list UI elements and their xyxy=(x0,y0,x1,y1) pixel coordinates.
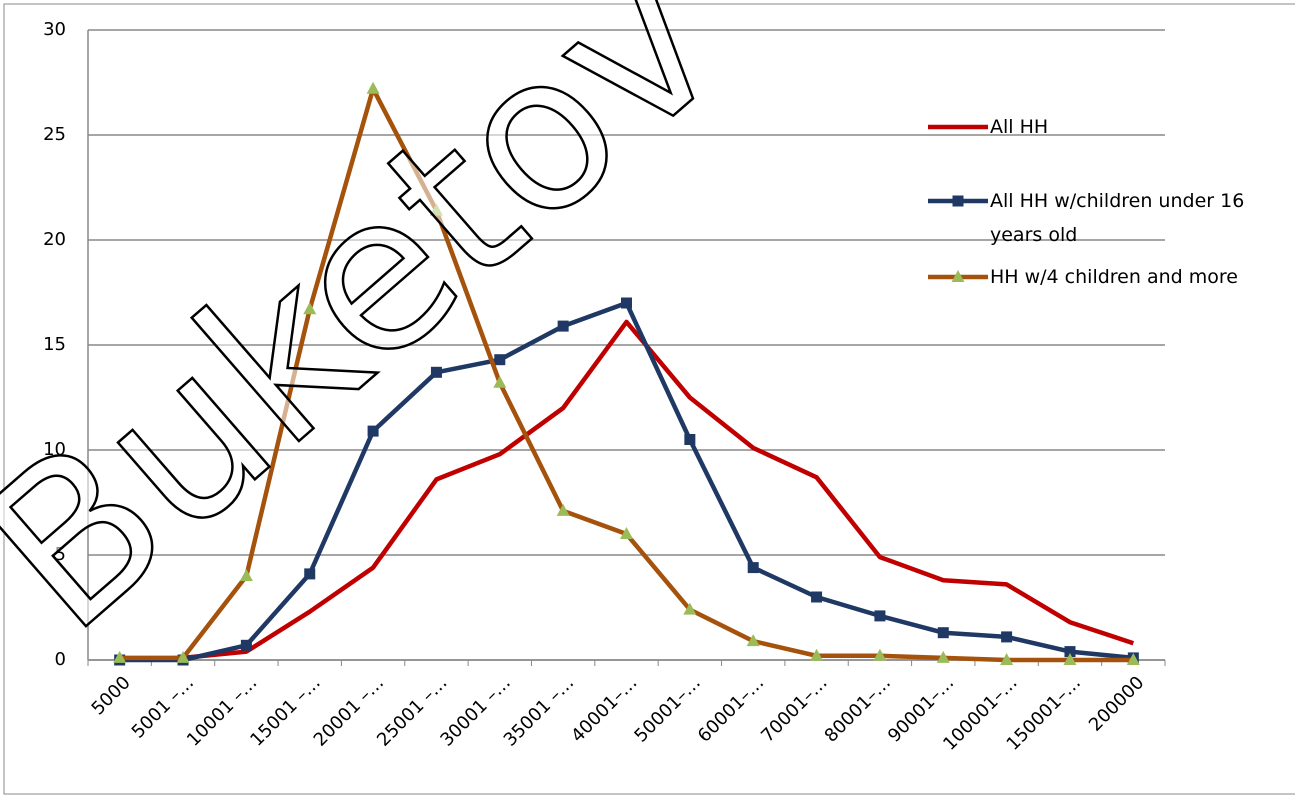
marker xyxy=(366,81,380,94)
marker xyxy=(1064,646,1076,658)
marker xyxy=(1000,653,1014,665)
marker xyxy=(811,591,823,603)
marker xyxy=(557,320,569,332)
marker xyxy=(556,503,570,516)
marker xyxy=(684,434,696,445)
marker xyxy=(493,375,507,388)
marker xyxy=(367,425,379,437)
y-tick-label: 0 xyxy=(55,649,66,670)
marker xyxy=(936,650,950,663)
legend-label: All HH xyxy=(990,116,1049,138)
series xyxy=(119,319,1135,663)
y-tick-label: 15 xyxy=(43,334,66,355)
marker xyxy=(746,634,760,647)
legend-marker xyxy=(951,270,965,282)
marker xyxy=(683,602,697,615)
marker xyxy=(1126,653,1140,665)
series xyxy=(114,297,1139,666)
marker xyxy=(873,648,887,661)
marker xyxy=(239,569,253,581)
marker xyxy=(176,650,190,663)
marker xyxy=(620,527,633,539)
marker xyxy=(494,354,506,366)
marker xyxy=(303,302,317,315)
marker xyxy=(621,297,632,309)
marker xyxy=(430,366,442,378)
y-tick-label: 30 xyxy=(43,19,66,40)
marker xyxy=(747,562,759,574)
marker xyxy=(113,650,127,663)
marker xyxy=(1001,631,1013,643)
marker xyxy=(1063,653,1077,665)
series xyxy=(113,81,1140,665)
legend-label: HH w/4 children and more xyxy=(990,266,1238,288)
marker xyxy=(810,648,824,661)
marker xyxy=(304,568,316,580)
y-tick-label: 10 xyxy=(43,439,66,460)
legend-label: All HH w/children under 16 years old xyxy=(990,190,1245,246)
marker xyxy=(937,627,949,639)
y-tick-label: 5 xyxy=(55,544,66,565)
marker xyxy=(240,639,252,651)
y-tick-label: 25 xyxy=(43,124,66,145)
marker xyxy=(429,203,443,216)
line xyxy=(119,319,1135,663)
y-tick-label: 20 xyxy=(43,229,66,250)
legend-marker xyxy=(952,195,964,207)
marker xyxy=(874,610,886,622)
